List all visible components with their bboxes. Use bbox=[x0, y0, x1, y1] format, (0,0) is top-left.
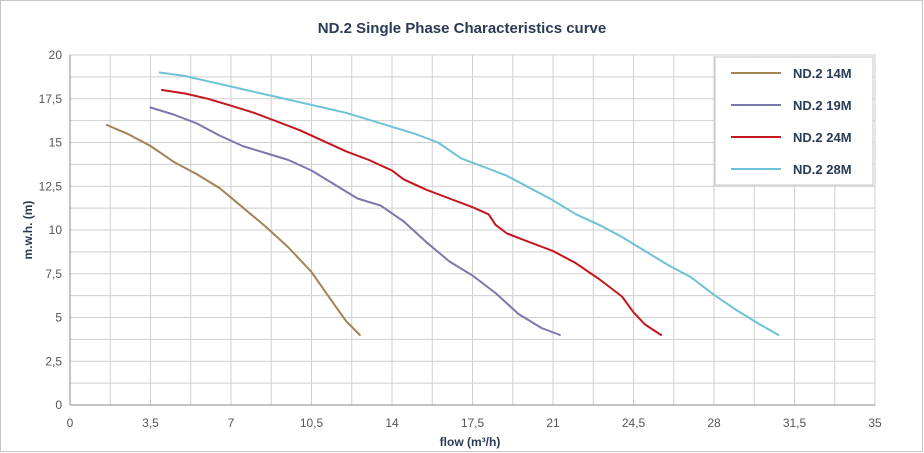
x-tick-label: 14 bbox=[385, 416, 399, 430]
series-line-2 bbox=[149, 106, 561, 336]
series-line-3 bbox=[161, 89, 663, 336]
series-line-4 bbox=[158, 71, 780, 336]
x-tick-label: 35 bbox=[868, 416, 882, 430]
y-tick-label: 12,5 bbox=[39, 179, 63, 193]
y-tick-label: 0 bbox=[55, 398, 62, 412]
legend-label: ND.2 14M bbox=[793, 66, 852, 81]
x-tick-label: 10,5 bbox=[300, 416, 324, 430]
y-tick-label: 17,5 bbox=[39, 92, 63, 106]
x-tick-label: 7 bbox=[228, 416, 235, 430]
y-tick-label: 10 bbox=[49, 223, 63, 237]
y-tick-label: 15 bbox=[49, 136, 63, 150]
legend-box bbox=[714, 56, 874, 186]
x-tick-label: 24,5 bbox=[622, 416, 646, 430]
y-tick-label: 2,5 bbox=[45, 354, 62, 368]
chart-title: ND.2 Single Phase Characteristics curve bbox=[318, 20, 606, 37]
y-tick-label: 5 bbox=[55, 311, 62, 325]
x-tick-label: 28 bbox=[707, 416, 721, 430]
series-lines bbox=[105, 71, 780, 336]
x-tick-label: 3,5 bbox=[142, 416, 159, 430]
legend: ND.2 14M ND.2 19M ND.2 24M ND.2 28M bbox=[714, 56, 874, 186]
y-tick-label: 20 bbox=[49, 48, 63, 62]
series-line-1 bbox=[105, 124, 361, 336]
y-tick-label: 7,5 bbox=[45, 267, 62, 281]
x-tick-label: 0 bbox=[67, 416, 74, 430]
grid bbox=[69, 54, 876, 406]
legend-label: ND.2 24M bbox=[793, 130, 852, 145]
x-tick-label: 21 bbox=[546, 416, 560, 430]
y-axis-label: m.w.h. (m) bbox=[21, 201, 35, 260]
x-axis-label: flow (m³/h) bbox=[440, 435, 501, 449]
legend-label: ND.2 19M bbox=[793, 98, 852, 113]
x-tick-label: 17,5 bbox=[461, 416, 485, 430]
x-tick-label: 31,5 bbox=[783, 416, 807, 430]
axis-ticks: 0 3,5 7 10,5 14 17,5 21 24,5 28 31,5 35 0 2,5 5 7,5 10 1… bbox=[39, 48, 882, 430]
legend-label: ND.2 28M bbox=[793, 162, 852, 177]
